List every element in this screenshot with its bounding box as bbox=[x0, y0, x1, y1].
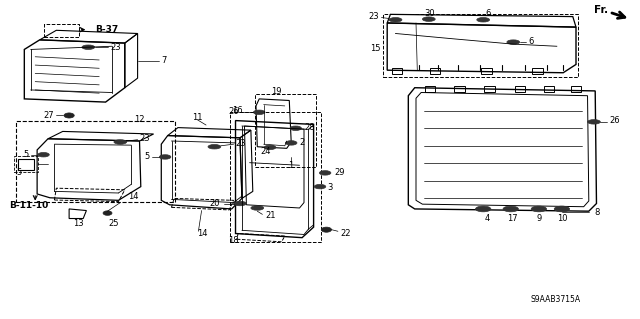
Ellipse shape bbox=[38, 152, 49, 157]
Text: B-11-10: B-11-10 bbox=[10, 201, 49, 210]
Text: 30: 30 bbox=[425, 9, 435, 18]
Ellipse shape bbox=[588, 120, 600, 124]
Ellipse shape bbox=[290, 126, 301, 130]
Text: B-37: B-37 bbox=[95, 25, 118, 34]
Text: 29: 29 bbox=[334, 168, 344, 177]
Ellipse shape bbox=[264, 145, 276, 150]
Ellipse shape bbox=[208, 145, 221, 149]
Text: 19: 19 bbox=[271, 87, 282, 96]
Bar bbox=[515, 86, 525, 92]
Text: 20: 20 bbox=[210, 199, 220, 208]
Text: 26: 26 bbox=[228, 107, 239, 116]
Text: 23: 23 bbox=[236, 139, 246, 148]
Bar bbox=[430, 68, 440, 74]
Bar bbox=[14, 156, 38, 172]
Text: 10: 10 bbox=[557, 214, 567, 223]
Text: 14: 14 bbox=[197, 229, 207, 238]
Ellipse shape bbox=[251, 206, 264, 210]
Ellipse shape bbox=[253, 110, 265, 115]
Bar bbox=[18, 159, 34, 170]
Bar bbox=[230, 112, 321, 242]
Text: 8: 8 bbox=[594, 208, 599, 217]
Text: 5: 5 bbox=[23, 150, 28, 159]
Text: 23: 23 bbox=[110, 43, 121, 52]
Bar bbox=[454, 86, 465, 92]
Bar bbox=[481, 68, 492, 74]
Ellipse shape bbox=[159, 155, 171, 159]
Text: 13: 13 bbox=[73, 219, 83, 228]
Bar bbox=[425, 86, 435, 92]
Bar bbox=[571, 86, 581, 92]
Text: 5: 5 bbox=[145, 152, 150, 161]
Bar bbox=[16, 121, 175, 202]
Text: 5: 5 bbox=[17, 168, 22, 177]
Circle shape bbox=[321, 227, 332, 232]
Ellipse shape bbox=[477, 18, 490, 22]
Ellipse shape bbox=[476, 206, 491, 212]
Text: 4: 4 bbox=[485, 214, 490, 223]
Ellipse shape bbox=[314, 184, 326, 189]
Ellipse shape bbox=[422, 17, 435, 21]
Text: 27: 27 bbox=[43, 111, 54, 120]
Text: 15: 15 bbox=[370, 44, 380, 53]
Text: 25: 25 bbox=[109, 219, 119, 228]
Text: 14: 14 bbox=[128, 192, 138, 201]
Text: 7: 7 bbox=[161, 56, 166, 65]
Text: 24: 24 bbox=[260, 147, 271, 156]
Ellipse shape bbox=[389, 18, 402, 22]
Bar bbox=[484, 86, 495, 92]
Bar bbox=[44, 24, 79, 37]
Text: 11: 11 bbox=[192, 113, 202, 122]
Text: 17: 17 bbox=[507, 214, 517, 223]
Bar bbox=[255, 94, 316, 167]
Ellipse shape bbox=[507, 40, 520, 44]
Text: S9AAB3715A: S9AAB3715A bbox=[531, 295, 580, 304]
Bar bbox=[544, 86, 554, 92]
Ellipse shape bbox=[531, 206, 547, 212]
Ellipse shape bbox=[234, 201, 246, 206]
Ellipse shape bbox=[114, 140, 127, 144]
Bar bbox=[392, 68, 402, 74]
Text: 22: 22 bbox=[340, 229, 351, 238]
Text: 28: 28 bbox=[304, 123, 315, 132]
Text: 9: 9 bbox=[536, 214, 541, 223]
Text: 3: 3 bbox=[328, 183, 333, 192]
Circle shape bbox=[103, 211, 112, 215]
Text: 6: 6 bbox=[528, 37, 533, 46]
Ellipse shape bbox=[285, 141, 297, 145]
Text: 2: 2 bbox=[300, 138, 305, 147]
Text: 23: 23 bbox=[368, 12, 379, 21]
Ellipse shape bbox=[319, 171, 331, 175]
Text: 21: 21 bbox=[265, 211, 275, 220]
Text: 23: 23 bbox=[140, 134, 150, 143]
Ellipse shape bbox=[82, 45, 95, 49]
Circle shape bbox=[64, 113, 74, 118]
Text: Fr.: Fr. bbox=[594, 4, 608, 15]
Text: 1: 1 bbox=[289, 161, 294, 170]
Ellipse shape bbox=[503, 206, 518, 212]
Ellipse shape bbox=[554, 206, 570, 212]
Text: 6: 6 bbox=[485, 9, 490, 18]
Text: 26: 26 bbox=[609, 116, 620, 125]
Text: 18: 18 bbox=[228, 236, 239, 245]
Text: 12: 12 bbox=[134, 115, 145, 124]
Bar bbox=[383, 14, 578, 77]
Bar bbox=[532, 68, 543, 74]
Text: 16: 16 bbox=[232, 106, 243, 115]
